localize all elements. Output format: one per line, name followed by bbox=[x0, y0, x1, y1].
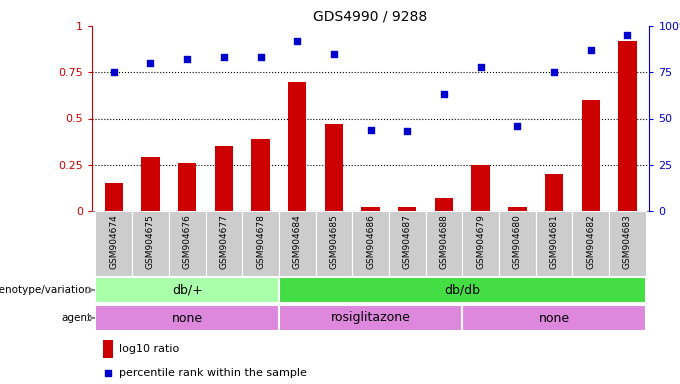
Text: GSM904686: GSM904686 bbox=[366, 214, 375, 269]
Bar bbox=[609, 211, 646, 276]
Text: GSM904675: GSM904675 bbox=[146, 214, 155, 269]
Bar bbox=[205, 211, 242, 276]
Text: GSM904685: GSM904685 bbox=[329, 214, 339, 269]
Bar bbox=[508, 207, 526, 211]
Title: GDS4990 / 9288: GDS4990 / 9288 bbox=[313, 10, 428, 23]
Text: percentile rank within the sample: percentile rank within the sample bbox=[118, 368, 307, 378]
Text: GSM904682: GSM904682 bbox=[586, 214, 595, 269]
Text: GSM904688: GSM904688 bbox=[439, 214, 449, 269]
Bar bbox=[242, 211, 279, 276]
Point bbox=[255, 55, 266, 61]
Point bbox=[108, 69, 119, 75]
Bar bbox=[105, 183, 123, 211]
Bar bbox=[462, 211, 499, 276]
Bar bbox=[462, 305, 646, 331]
Text: agent: agent bbox=[61, 313, 91, 323]
Text: GSM904681: GSM904681 bbox=[549, 214, 558, 269]
Bar bbox=[95, 277, 279, 303]
Text: GSM904680: GSM904680 bbox=[513, 214, 522, 269]
Bar bbox=[581, 100, 600, 211]
Point bbox=[328, 51, 339, 57]
Bar bbox=[573, 211, 609, 276]
Bar bbox=[288, 81, 307, 211]
Point bbox=[365, 127, 376, 133]
Text: GSM904679: GSM904679 bbox=[476, 214, 485, 269]
Text: log10 ratio: log10 ratio bbox=[118, 344, 179, 354]
Text: db/db: db/db bbox=[444, 283, 480, 296]
Bar bbox=[279, 305, 462, 331]
Bar bbox=[435, 198, 453, 211]
Bar bbox=[471, 165, 490, 211]
Bar bbox=[389, 211, 426, 276]
Point bbox=[103, 370, 114, 376]
Bar bbox=[103, 340, 113, 358]
Bar bbox=[398, 207, 416, 211]
Bar bbox=[362, 207, 379, 211]
Bar bbox=[352, 211, 389, 276]
Text: GSM904678: GSM904678 bbox=[256, 214, 265, 269]
Point bbox=[475, 64, 486, 70]
Point bbox=[145, 60, 156, 66]
Bar bbox=[545, 174, 563, 211]
Bar bbox=[132, 211, 169, 276]
Bar bbox=[178, 163, 197, 211]
Bar bbox=[215, 146, 233, 211]
Text: GSM904687: GSM904687 bbox=[403, 214, 412, 269]
Bar bbox=[426, 211, 462, 276]
Point bbox=[585, 47, 596, 53]
Text: GSM904674: GSM904674 bbox=[109, 214, 118, 269]
Point bbox=[512, 123, 523, 129]
Bar bbox=[95, 305, 279, 331]
Text: GSM904676: GSM904676 bbox=[183, 214, 192, 269]
Text: GSM904684: GSM904684 bbox=[292, 214, 302, 269]
Bar bbox=[316, 211, 352, 276]
Bar bbox=[325, 124, 343, 211]
Text: none: none bbox=[539, 311, 570, 324]
Point bbox=[292, 38, 303, 44]
Bar bbox=[279, 277, 646, 303]
Point bbox=[218, 55, 229, 61]
Text: genotype/variation: genotype/variation bbox=[0, 285, 91, 295]
Text: none: none bbox=[171, 311, 203, 324]
Text: db/+: db/+ bbox=[172, 283, 203, 296]
Bar bbox=[95, 211, 132, 276]
Point bbox=[439, 91, 449, 98]
Bar bbox=[141, 157, 160, 211]
Point bbox=[182, 56, 192, 62]
Bar bbox=[536, 211, 573, 276]
Point bbox=[622, 32, 633, 38]
Text: rosiglitazone: rosiglitazone bbox=[330, 311, 411, 324]
Point bbox=[549, 69, 560, 75]
Text: GSM904683: GSM904683 bbox=[623, 214, 632, 269]
Bar bbox=[169, 211, 205, 276]
Point bbox=[402, 128, 413, 134]
Bar bbox=[499, 211, 536, 276]
Bar bbox=[279, 211, 316, 276]
Bar bbox=[252, 139, 270, 211]
Bar bbox=[618, 41, 636, 211]
Text: GSM904677: GSM904677 bbox=[220, 214, 228, 269]
